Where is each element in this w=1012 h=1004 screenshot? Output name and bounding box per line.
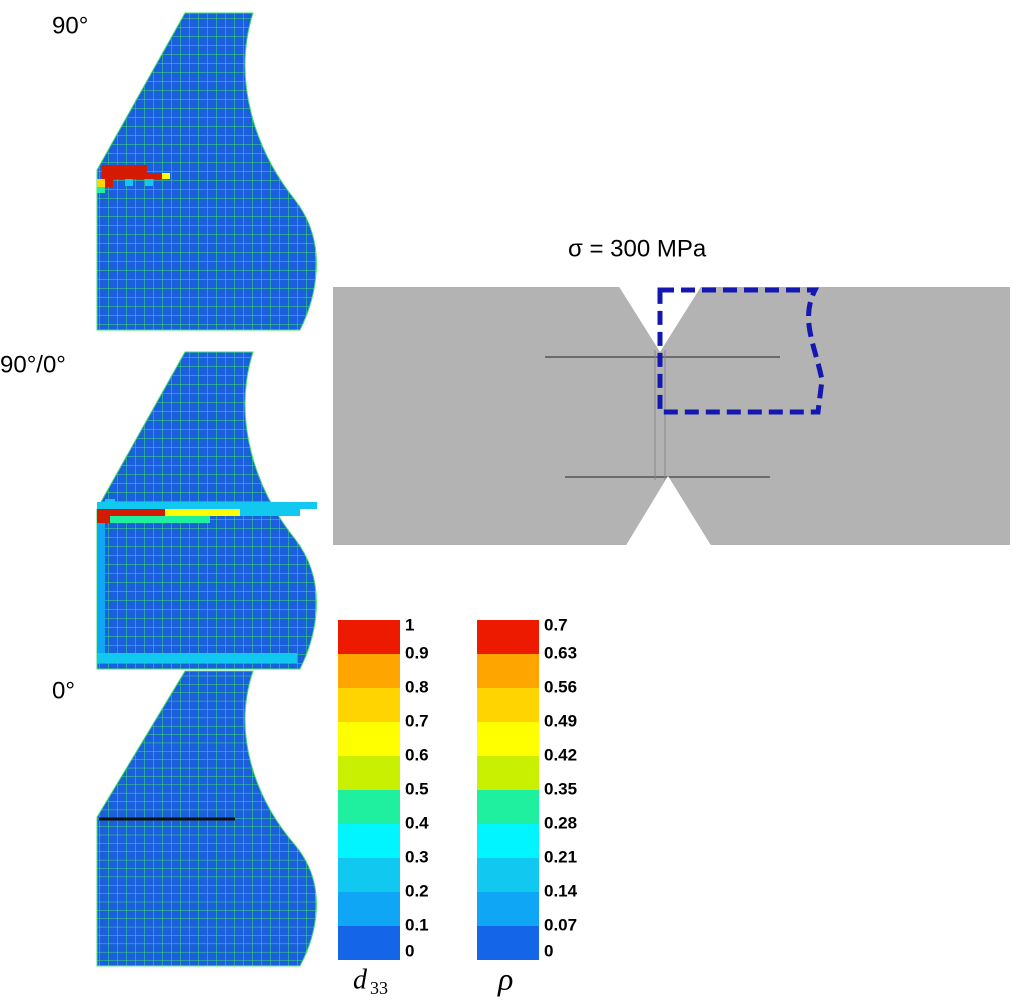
colorbar-tick-label: 0 (544, 941, 553, 960)
colorbar-segment (477, 620, 539, 654)
colorbar-tick-label: 0.07 (544, 915, 577, 934)
colorbar-segment (477, 824, 539, 858)
colorbar-tick-label: 0.56 (544, 677, 577, 696)
panel-label: 90° (52, 12, 88, 39)
colorbar-segment (338, 620, 400, 654)
colorbar-segment (477, 790, 539, 824)
photo (333, 285, 1010, 547)
panel-label: 90°/0° (0, 351, 66, 378)
colorbar-tick-label: 0.28 (544, 813, 577, 832)
colorbar-tick-label: 0.2 (405, 881, 429, 900)
colorbar-segment (477, 926, 539, 960)
colorbar-tick-label: 0.63 (544, 643, 577, 662)
colorbar-segment (338, 790, 400, 824)
colorbar-tick-label: 0.6 (405, 745, 429, 764)
colorbar-segment (477, 858, 539, 892)
colorbar-segment (338, 756, 400, 790)
colorbar-tick-label: 0.9 (405, 643, 429, 662)
mesh-panel (96, 351, 317, 670)
colorbar-segment (338, 654, 400, 688)
colorbar-tick-label: 0.4 (405, 813, 429, 832)
colorbar-tick-label: 0.21 (544, 847, 577, 866)
colorbar-tick-label: 0.8 (405, 677, 429, 696)
colorbar-subscript: 33 (370, 978, 388, 998)
panel-label: 0° (52, 677, 75, 704)
colorbar-segment (338, 824, 400, 858)
colorbar-tick-label: 0.7 (544, 615, 568, 634)
colorbar-tick-label: 1 (405, 615, 414, 634)
colorbar-segment (477, 756, 539, 790)
colorbar-tick-label: 0.35 (544, 779, 577, 798)
colorbar-segment (338, 722, 400, 756)
colorbar-tick-label: 0 (405, 941, 414, 960)
colorbar-segment (338, 858, 400, 892)
colorbar-tick-label: 0.7 (405, 711, 429, 730)
mesh-panel (96, 12, 317, 331)
colorbar-symbol: ρ (497, 960, 513, 996)
colorbar-symbol: d (353, 964, 368, 995)
colorbar-tick-label: 0.42 (544, 745, 577, 764)
photo-label: σ = 300 MPa (568, 235, 707, 262)
colorbar-segment (477, 722, 539, 756)
colorbar-segment (477, 892, 539, 926)
colorbar-segment (338, 926, 400, 960)
colorbar-segment (338, 688, 400, 722)
colorbar-segment (477, 654, 539, 688)
colorbar-segment (477, 688, 539, 722)
colorbar-tick-label: 0.1 (405, 915, 429, 934)
colorbar-tick-label: 0.3 (405, 847, 429, 866)
colorbar-tick-label: 0.5 (405, 779, 429, 798)
colorbar-tick-label: 0.49 (544, 711, 577, 730)
colorbar-segment (338, 892, 400, 926)
colorbar-tick-label: 0.14 (544, 881, 578, 900)
